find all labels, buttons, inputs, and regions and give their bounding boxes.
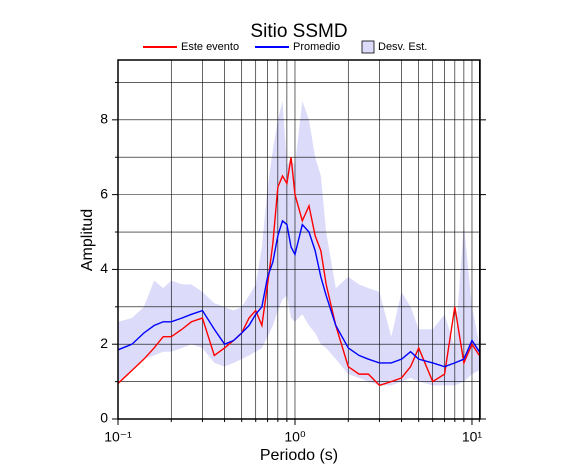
- y-tick-label: 4: [100, 260, 108, 276]
- legend-swatch: [361, 40, 375, 54]
- chart-title: Sitio SSMD: [250, 21, 347, 42]
- y-tick-label: 2: [100, 335, 108, 351]
- x-tick-label: 10⁻¹: [104, 429, 132, 445]
- y-tick-label: 0: [100, 410, 108, 426]
- legend-label: Este evento: [181, 41, 239, 53]
- y-axis-label: Amplitud: [79, 209, 96, 271]
- x-tick-label: 10⁰: [284, 429, 306, 445]
- std-band: [118, 101, 480, 386]
- legend-label: Promedio: [293, 41, 340, 53]
- series-line: [117, 219, 480, 368]
- x-axis-label: Periodo (s): [260, 447, 338, 464]
- y-tick-label: 6: [100, 185, 108, 201]
- y-tick-label: 8: [100, 111, 108, 127]
- plot-frame: [117, 59, 481, 420]
- x-tick-label: 10¹: [462, 429, 483, 445]
- legend-label: Desv. Est.: [378, 41, 427, 53]
- series-line: [117, 157, 480, 387]
